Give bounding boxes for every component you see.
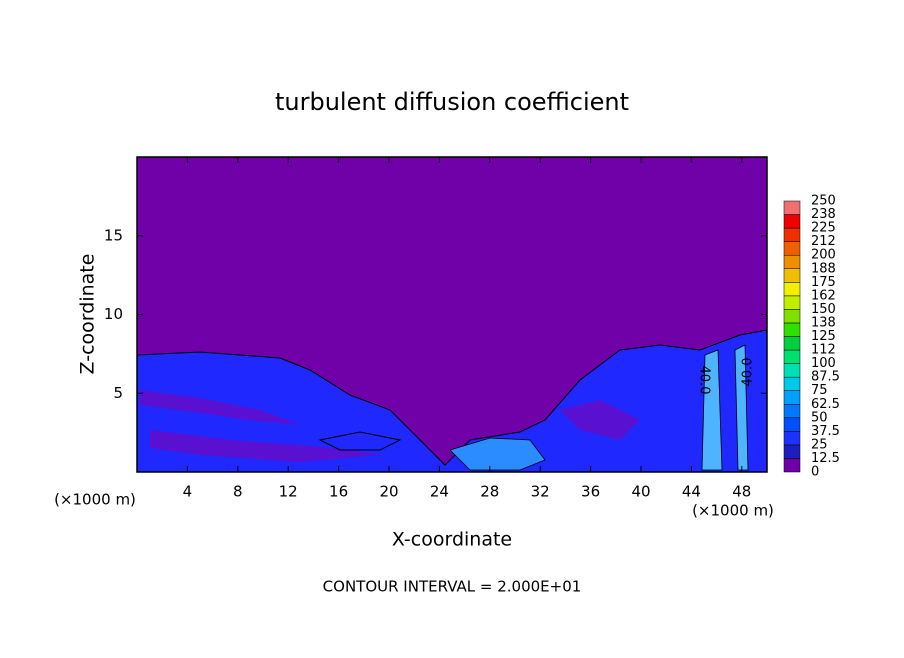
colorbar-label: 62.5 [811,397,840,412]
field-region [560,400,640,440]
x-tick-label: 20 [379,483,398,501]
colorbar-label: 25 [811,437,828,452]
colorbar-label: 50 [811,410,828,425]
colorbar-swatch [783,282,801,297]
colorbar-swatch [783,444,801,459]
x-tick-label: 28 [480,483,499,501]
colorbar-swatch [783,404,801,419]
colorbar-swatch [783,363,801,378]
colorbar-label: 37.5 [811,424,840,439]
colorbar-swatch [783,214,801,229]
x-unit: (×1000 m) [692,502,774,520]
chart-title: turbulent diffusion coefficient [275,88,629,116]
colorbar-label: 212 [811,234,836,249]
colorbar-label: 87.5 [811,370,840,385]
colorbar-label: 138 [811,315,836,330]
colorbar-label: 250 [811,194,836,209]
x-axis-label: X-coordinate [392,529,512,551]
colorbar-label: 238 [811,207,836,222]
colorbar-swatch [783,268,801,283]
colorbar-swatch [783,200,801,215]
colorbar-label: 150 [811,302,836,317]
colorbar-label: 125 [811,329,836,344]
colorbar-swatch [783,309,801,324]
colorbar-label: 200 [811,248,836,263]
x-tick-label: 36 [581,483,600,501]
colorbar-swatch [783,254,801,269]
colorbar-label: 75 [811,383,828,398]
colorbar-swatch [783,336,801,351]
colorbar: 012.52537.55062.57587.510011212513815016… [783,194,840,480]
y-tick-label: 5 [113,384,123,402]
x-tick-label: 12 [279,483,298,501]
field [136,157,768,473]
y-unit: (×1000 m) [54,491,136,509]
y-tick-label: 15 [104,226,123,244]
colorbar-swatch [783,458,801,473]
colorbar-label: 0 [811,465,819,480]
colorbar-swatch [783,295,801,310]
x-tick-label: 40 [631,483,650,501]
x-tick-label: 48 [732,483,751,501]
field-region [150,430,380,462]
colorbar-swatch [783,431,801,446]
contour-label: 40.0 [697,366,712,395]
x-tick-label: 4 [183,483,193,501]
colorbar-swatch [783,322,801,337]
colorbar-swatch [783,390,801,405]
colorbar-label: 100 [811,356,836,371]
colorbar-swatch [783,349,801,364]
x-tick-label: 16 [329,483,348,501]
colorbar-swatch [783,417,801,432]
colorbar-label: 112 [811,343,836,358]
field-region [734,344,749,471]
y-axis-label: Z-coordinate [77,254,99,375]
colorbar-label: 162 [811,288,836,303]
colorbar-swatch [783,376,801,391]
x-tick-label: 24 [430,483,449,501]
y-tick-label: 10 [104,305,123,323]
field-region [449,437,546,471]
contour-line [318,431,402,451]
field-region [140,390,300,425]
colorbar-label: 188 [811,261,836,276]
field-region [701,349,723,471]
x-tick-label: 44 [682,483,701,501]
colorbar-label: 12.5 [811,451,840,466]
x-tick-label: 8 [233,483,243,501]
footnote: CONTOUR INTERVAL = 2.000E+01 [323,578,582,596]
colorbar-label: 175 [811,275,836,290]
colorbar-label: 225 [811,221,836,236]
colorbar-swatch [783,227,801,242]
contour-label: 40.0 [741,358,756,387]
colorbar-swatch [783,241,801,256]
x-tick-label: 32 [531,483,550,501]
